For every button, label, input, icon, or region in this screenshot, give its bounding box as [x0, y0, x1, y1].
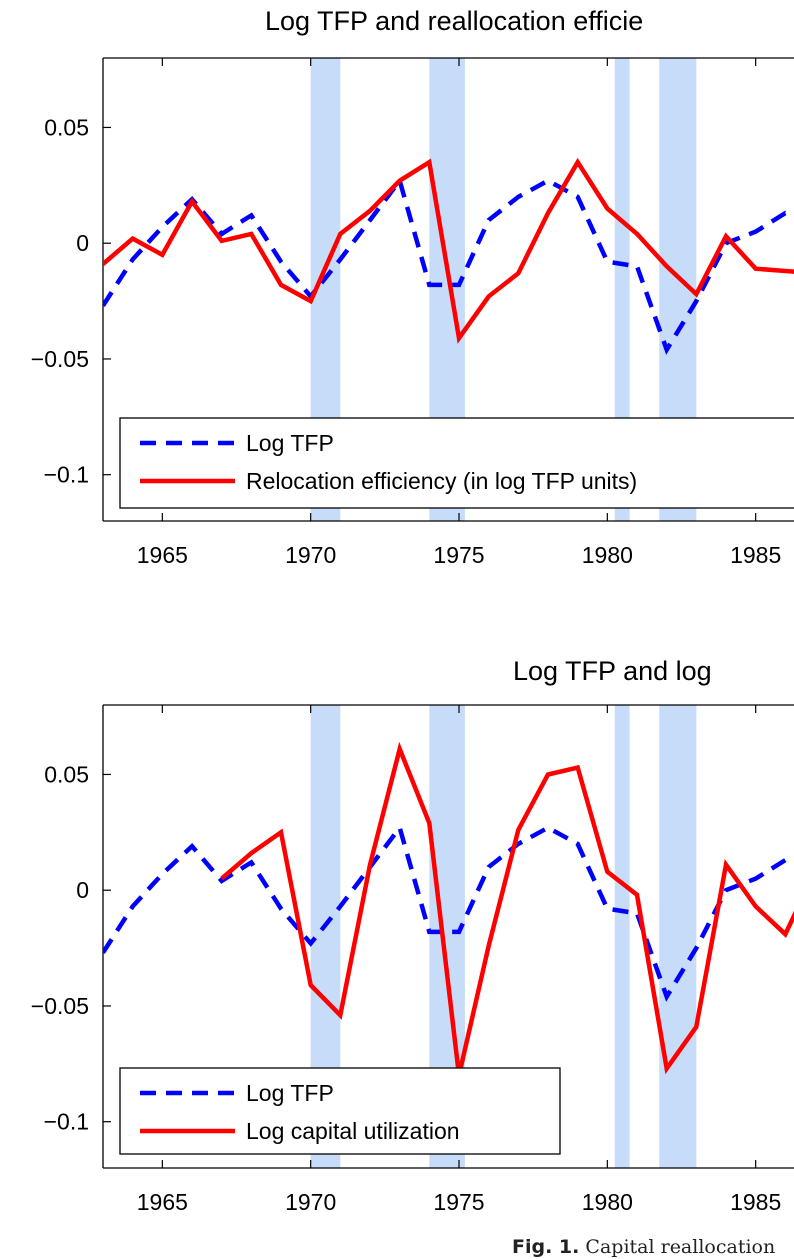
x-tick-label: 1980 — [582, 542, 633, 568]
y-tick-label: 0 — [76, 230, 89, 256]
y-tick-label: 0.05 — [44, 761, 89, 787]
x-tick-label: 1980 — [582, 1189, 633, 1215]
recession-band — [659, 705, 697, 1168]
series-line-tfp — [103, 822, 794, 1002]
series-line-solid — [220, 741, 794, 1076]
y-tick-label: 0 — [76, 877, 89, 903]
chart-panel-2: 0.05 0 −0.05 −0.1 1965 1970 1975 1980 1985 Log TF… — [31, 656, 794, 1215]
figure-caption: Fig. 1. Capital reallocation — [512, 1236, 775, 1258]
caption-label: Fig. 1. — [512, 1236, 580, 1258]
recession-band — [614, 705, 630, 1168]
x-tick-label: 1975 — [433, 1189, 484, 1215]
legend: Log TFP Log capital utilization — [119, 1067, 561, 1155]
y-tick-label: −0.1 — [44, 1109, 89, 1135]
series-line-solid — [103, 157, 794, 344]
chart-title: Log TFP and reallocation efficie — [265, 6, 643, 36]
legend-label: Relocation efficiency (in log TFP units) — [246, 468, 637, 494]
y-tick-label: −0.1 — [44, 462, 89, 488]
x-tick-label: 1970 — [285, 542, 336, 568]
y-tick-label: −0.05 — [31, 993, 89, 1019]
legend-label: Log capital utilization — [246, 1118, 460, 1144]
recession-band — [614, 58, 630, 521]
legend-box — [119, 1067, 561, 1155]
legend-label: Log TFP — [246, 1080, 334, 1106]
caption-text: Capital reallocation — [585, 1236, 776, 1258]
chart-panel-1: 0.05 0 −0.05 −0.1 1965 1970 1975 1980 1985 Log TF… — [31, 6, 794, 568]
x-tick-label: 1985 — [730, 1189, 781, 1215]
legend-box — [119, 417, 794, 509]
legend: Log TFP Relocation efficiency (in log TFP… — [119, 417, 794, 509]
chart-title: Log TFP and log — [513, 656, 712, 686]
y-tick-label: 0.05 — [44, 114, 89, 140]
x-tick-label: 1985 — [730, 542, 781, 568]
x-tick-label: 1965 — [137, 542, 188, 568]
x-tick-label: 1975 — [433, 542, 484, 568]
series-line-tfp — [103, 175, 794, 355]
y-tick-label: −0.05 — [31, 346, 89, 372]
x-tick-label: 1970 — [285, 1189, 336, 1215]
legend-label: Log TFP — [246, 430, 334, 456]
x-tick-label: 1965 — [137, 1189, 188, 1215]
